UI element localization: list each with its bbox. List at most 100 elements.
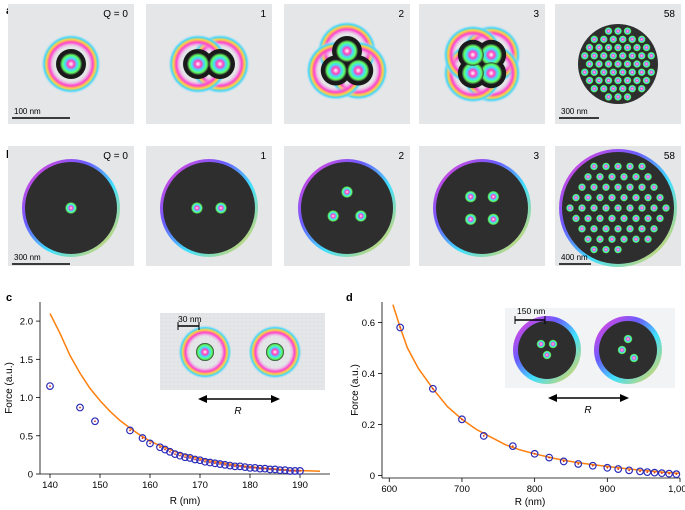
skyrmion xyxy=(633,76,641,85)
data-point xyxy=(236,462,244,471)
x-tick-label: 150 xyxy=(92,480,108,491)
skyrmion xyxy=(191,202,203,214)
data-point-center xyxy=(129,429,131,432)
skyrmion xyxy=(590,183,598,192)
skyrmion xyxy=(461,43,484,66)
skyrmion xyxy=(590,35,599,44)
chart-c-xlabel: R (nm) xyxy=(170,496,201,507)
data-point-center xyxy=(399,326,402,329)
skyrmion xyxy=(623,76,632,85)
skyrmion xyxy=(602,245,610,254)
skyrmion xyxy=(590,51,599,60)
row-a-charge-label: 3 xyxy=(533,9,539,20)
data-point-center xyxy=(94,420,96,423)
skyrmion xyxy=(341,186,353,198)
skyrmion xyxy=(628,35,637,44)
data-point xyxy=(171,450,179,459)
skyrmion xyxy=(633,60,641,68)
skyrmion xyxy=(609,51,618,60)
data-point-center xyxy=(234,465,236,468)
skyrmion xyxy=(599,51,608,60)
skyrmion xyxy=(633,43,641,52)
chart-d-ylabel: Force (a.u.) xyxy=(350,364,361,416)
chart-c-inset-arrowhead-left xyxy=(198,395,207,403)
skyrmion xyxy=(596,172,604,181)
row-b-scalebar-label: 400 nm xyxy=(561,253,588,262)
skyrmion xyxy=(599,84,608,93)
chart-c: 140 150 160 170 180 190 0 0.5 1.0 1.5 2.0 30 nm R … xyxy=(4,302,330,507)
skyrmion xyxy=(626,204,634,212)
data-point xyxy=(281,466,289,475)
skyrmion xyxy=(614,60,622,68)
skyrmion xyxy=(626,183,634,192)
skyrmion xyxy=(644,214,652,223)
data-point xyxy=(530,449,539,458)
row-b-charge-label: 1 xyxy=(260,151,266,162)
chart-c-ticks: 140 150 160 170 180 190 0 0.5 1.0 1.5 2.0 xyxy=(20,317,308,491)
data-point-center xyxy=(199,459,201,462)
skyrmion xyxy=(618,68,627,77)
data-point-center xyxy=(49,385,51,387)
skyrmion xyxy=(662,204,670,212)
data-point-center xyxy=(511,445,514,448)
data-point xyxy=(574,460,583,468)
data-point-center xyxy=(548,456,551,459)
skyrmion xyxy=(464,190,477,203)
skyrmion xyxy=(620,172,628,181)
skyrmion xyxy=(602,204,610,212)
skyrmion xyxy=(461,62,484,85)
panel-letter-d: d xyxy=(346,292,353,304)
row-b-charge-label: 2 xyxy=(398,151,404,162)
chart-d-inset-distance-label: R xyxy=(584,405,591,416)
y-tick-label: 1.5 xyxy=(20,355,33,366)
skyrmion xyxy=(595,76,603,85)
skyrmion xyxy=(487,213,500,226)
data-point-center xyxy=(174,453,176,456)
skyrmion xyxy=(614,245,622,254)
skyrmion xyxy=(187,53,209,75)
data-point-center xyxy=(259,467,261,470)
data-point xyxy=(221,460,229,469)
skyrmion xyxy=(637,35,646,44)
row-b-charge-label: 3 xyxy=(533,151,539,162)
x-tick-label: 190 xyxy=(292,480,308,491)
skyrmion xyxy=(585,60,594,68)
chart-d-inset-right-sk2 xyxy=(617,345,627,355)
data-point xyxy=(256,464,264,473)
skyrmion xyxy=(487,190,500,203)
skyrmion xyxy=(614,183,622,192)
data-point xyxy=(261,464,269,473)
row-a-scalebar-label: 300 nm xyxy=(561,107,588,116)
data-point-center xyxy=(179,454,181,457)
skyrmion xyxy=(584,172,592,181)
data-point xyxy=(588,461,597,470)
y-tick-label: 0.5 xyxy=(20,431,33,442)
data-point xyxy=(286,467,294,475)
data-point-center xyxy=(294,470,296,472)
skyrmion xyxy=(623,43,632,52)
data-point-center xyxy=(284,469,286,472)
data-point-center xyxy=(169,450,171,453)
data-point xyxy=(296,467,304,475)
data-point xyxy=(226,461,234,470)
data-point-center xyxy=(431,387,434,390)
data-point xyxy=(211,459,219,468)
skyrmion xyxy=(572,214,580,223)
data-point-center xyxy=(269,468,271,471)
skyrmion xyxy=(596,235,604,244)
skyrmion xyxy=(638,224,646,233)
skyrmion xyxy=(618,35,627,44)
data-point xyxy=(271,465,279,474)
row-b-disk xyxy=(436,162,528,254)
data-point xyxy=(246,463,254,472)
data-point-center xyxy=(628,469,631,472)
chart-d-inset-arrowhead-right xyxy=(620,394,629,402)
skyrmion xyxy=(590,162,598,171)
data-point xyxy=(614,465,623,473)
skyrmion xyxy=(602,224,610,233)
skyrmion xyxy=(347,59,370,82)
skyrmion xyxy=(618,51,627,60)
row-a-charge-label: 2 xyxy=(398,9,404,20)
skyrmion xyxy=(650,224,658,233)
skyrmion xyxy=(632,235,640,244)
